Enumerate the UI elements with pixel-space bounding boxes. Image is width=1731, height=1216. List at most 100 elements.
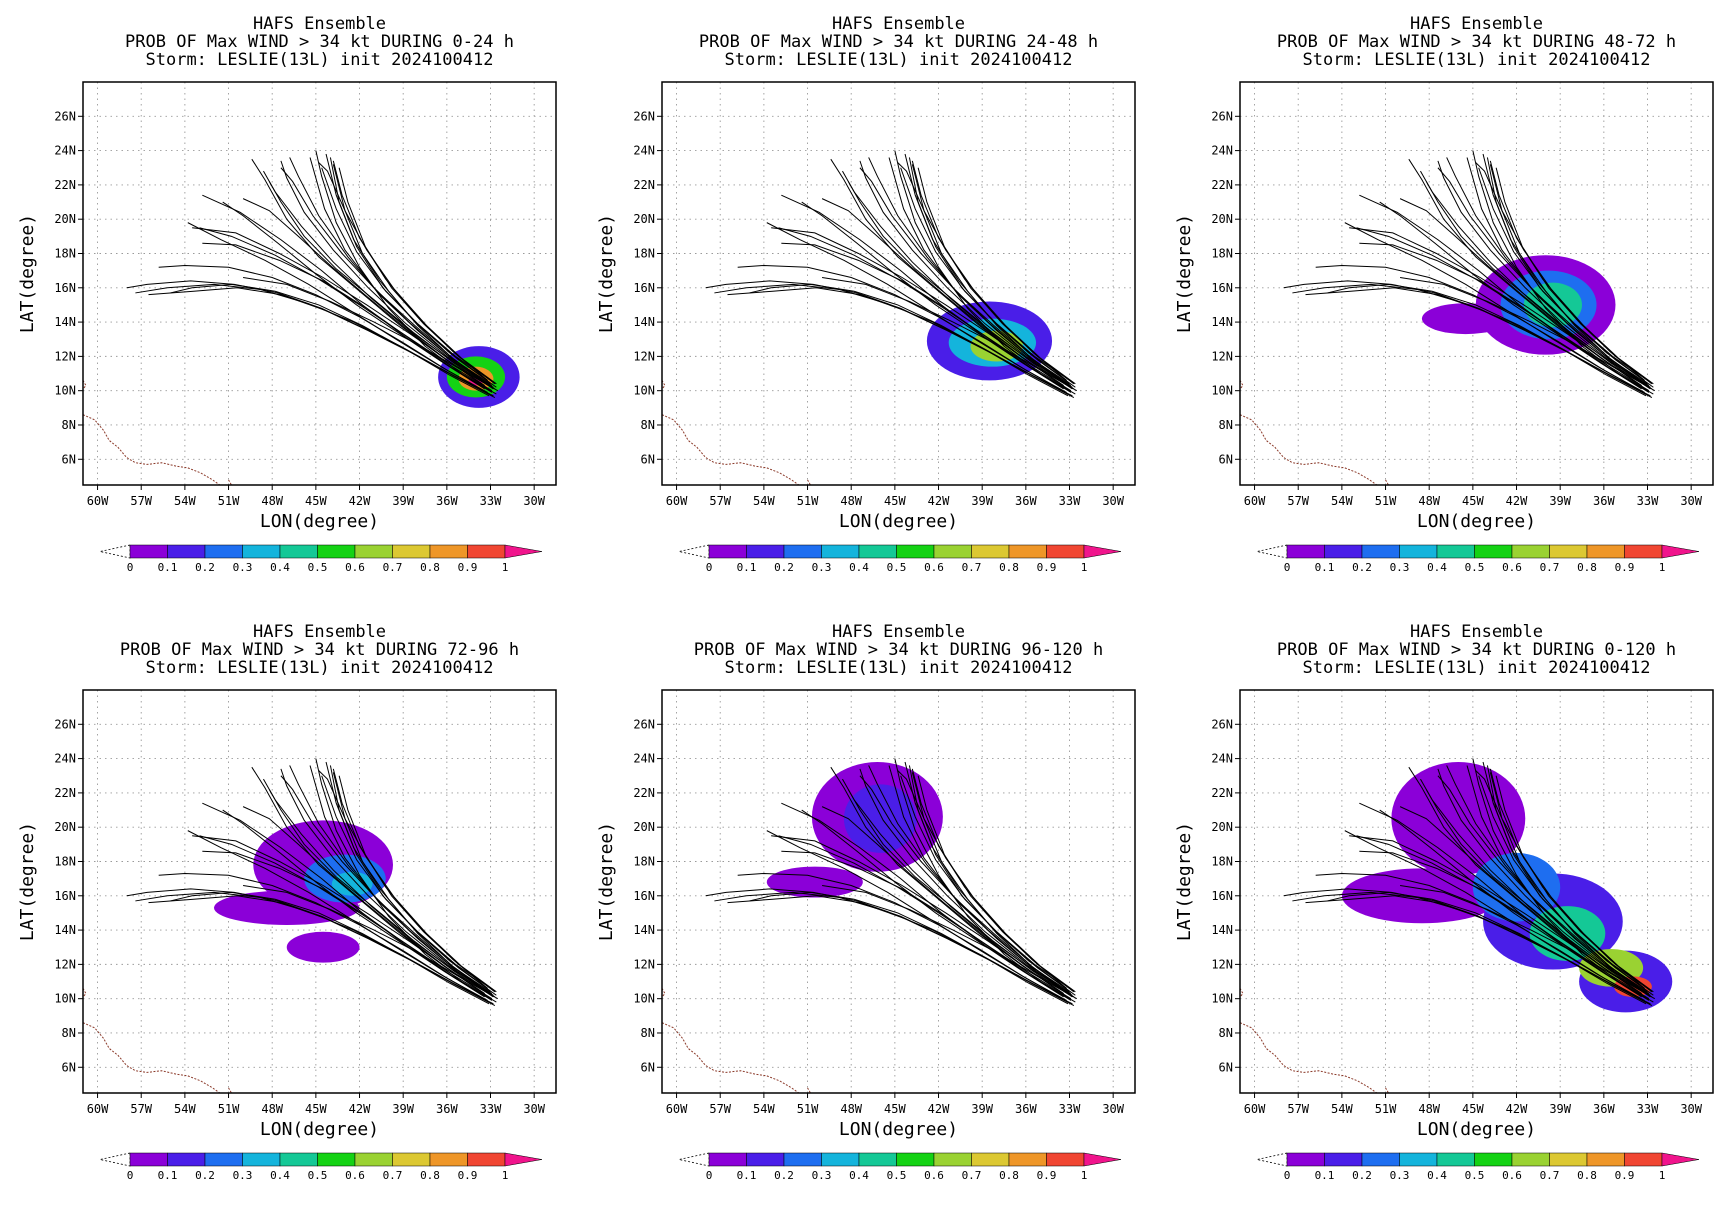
ensemble-track (309, 765, 485, 991)
colorbar-tick-label: 0.6 (1502, 1169, 1522, 1182)
coastline (228, 479, 232, 485)
ensemble-track (900, 167, 1076, 388)
colorbar-tick-label: 0.3 (233, 1169, 253, 1182)
chart-subtitle: PROB OF Max WIND > 34 kt DURING 48-72 h (1277, 32, 1676, 52)
x-tick-label: 30W (1680, 494, 1702, 508)
x-axis-label: LON(degree) (1417, 1119, 1536, 1140)
chart-subtitle: PROB OF Max WIND > 34 kt DURING 72-96 h (120, 640, 519, 660)
x-tick-label: 33W (1637, 1102, 1659, 1116)
colorbar-tick-label: 0 (706, 1169, 713, 1182)
colorbar-tick-label: 0.2 (1352, 561, 1372, 574)
x-tick-label: 57W (709, 1102, 731, 1116)
ensemble-track (280, 167, 491, 386)
colorbar-swatch (167, 544, 206, 559)
x-tick-label: 51W (797, 1102, 819, 1116)
ensemble-track (280, 768, 487, 993)
colorbar-tick-label: 0.2 (774, 561, 794, 574)
plot-frame (1239, 81, 1714, 486)
y-tick-label: 14N (633, 923, 655, 937)
chart-subtitle: PROB OF Max WIND > 34 kt DURING 24-48 h (699, 32, 1098, 52)
y-tick-label: 22N (633, 178, 655, 192)
x-tick-label: 36W (1015, 494, 1037, 508)
ensemble-track (1379, 809, 1642, 998)
colorbar: 0 0.1 0.2 0.3 0.4 0.5 0.6 0.7 0.8 0.9 1 (99, 544, 543, 574)
y-tick-label: 18N (1211, 854, 1233, 868)
colorbar-tick-label: 0.6 (1502, 561, 1522, 574)
ensemble-track (859, 775, 1070, 994)
ensemble-track (859, 768, 1066, 993)
y-tick-label: 20N (633, 820, 655, 834)
y-tick-label: 10N (54, 992, 76, 1006)
x-tick-label: 51W (218, 494, 240, 508)
colorbar-swatch (971, 544, 1010, 559)
colorbar-tick-label: 0 (706, 561, 713, 574)
probability-area (213, 890, 360, 925)
coastline (662, 414, 800, 485)
y-tick-label: 12N (1211, 349, 1233, 363)
y-axis-label: LAT(degree) (596, 822, 617, 941)
y-tick-label: 14N (54, 315, 76, 329)
colorbar-tick-label: 0.7 (383, 561, 403, 574)
y-tick-label: 18N (633, 854, 655, 868)
plot-frame (661, 689, 1136, 1094)
y-tick-label: 20N (633, 212, 655, 226)
colorbar-tick-label: 0.8 (1577, 561, 1597, 574)
colorbar-tick-label: 0.8 (999, 1169, 1019, 1182)
ensemble-track (727, 895, 1075, 1006)
ensemble-track (1478, 775, 1654, 996)
y-tick-label: 16N (1211, 281, 1233, 295)
colorbar-tick-label: 1 (502, 1169, 509, 1182)
y-tick-label: 22N (633, 786, 655, 800)
colorbar-swatch (933, 544, 972, 559)
x-tick-label: 57W (1287, 1102, 1309, 1116)
coastline (1385, 479, 1389, 485)
colorbar-swatch (279, 544, 318, 559)
storm-label: Storm: LESLIE(13L) init 2024100412 (146, 658, 494, 678)
ensemble-track (280, 775, 491, 994)
y-axis-label: LAT(degree) (17, 214, 38, 333)
colorbar-tick-label: 0.5 (1465, 561, 1485, 574)
ensemble-track (1478, 167, 1654, 388)
colorbar: 0 0.1 0.2 0.3 0.4 0.5 0.6 0.7 0.8 0.9 1 (1256, 1152, 1700, 1182)
ensemble-track (1315, 264, 1645, 393)
colorbar: 0 0.1 0.2 0.3 0.4 0.5 0.6 0.7 0.8 0.9 1 (678, 1152, 1122, 1182)
storm-label: Storm: LESLIE(13L) init 2024100412 (725, 50, 1073, 70)
y-tick-label: 24N (633, 144, 655, 158)
colorbar-tick-label: 0.5 (887, 561, 907, 574)
ensemble-track (801, 809, 1064, 998)
x-tick-label: 36W (1593, 1102, 1615, 1116)
colorbar-tick-label: 1 (502, 561, 509, 574)
x-tick-label: 33W (480, 494, 502, 508)
y-tick-label: 14N (1211, 923, 1233, 937)
ensemble-track (1466, 157, 1642, 383)
colorbar: 0 0.1 0.2 0.3 0.4 0.5 0.6 0.7 0.8 0.9 1 (99, 1152, 543, 1182)
y-axis-label: LAT(degree) (17, 822, 38, 941)
y-tick-label: 20N (1211, 820, 1233, 834)
coastline (83, 414, 221, 485)
x-axis-label: LON(degree) (1417, 511, 1536, 532)
ensemble-track (126, 888, 494, 1005)
colorbar-swatch (1046, 544, 1085, 559)
plot-area (662, 82, 1135, 485)
y-tick-label: 14N (1211, 315, 1233, 329)
colorbar-tick-label: 0.3 (1390, 1169, 1410, 1182)
colorbar-tick-label: 0.2 (774, 1169, 794, 1182)
y-tick-label: 26N (54, 717, 76, 731)
plot-area (83, 82, 556, 485)
colorbar-over-arrow (1661, 1152, 1700, 1167)
x-tick-label: 33W (480, 1102, 502, 1116)
coastline (1240, 414, 1378, 485)
x-tick-label: 48W (261, 1102, 283, 1116)
colorbar: 0 0.1 0.2 0.3 0.4 0.5 0.6 0.7 0.8 0.9 1 (678, 544, 1122, 574)
y-tick-label: 22N (1211, 178, 1233, 192)
colorbar-tick-label: 1 (1081, 1169, 1088, 1182)
colorbar-tick-label: 0.9 (1037, 561, 1057, 574)
chart-title: HAFS Ensemble (832, 14, 965, 34)
chart-title: HAFS Ensemble (1410, 14, 1543, 34)
colorbar-tick-label: 0.5 (1465, 1169, 1485, 1182)
ensemble-track (737, 264, 1067, 393)
ensemble-track (900, 775, 1076, 996)
